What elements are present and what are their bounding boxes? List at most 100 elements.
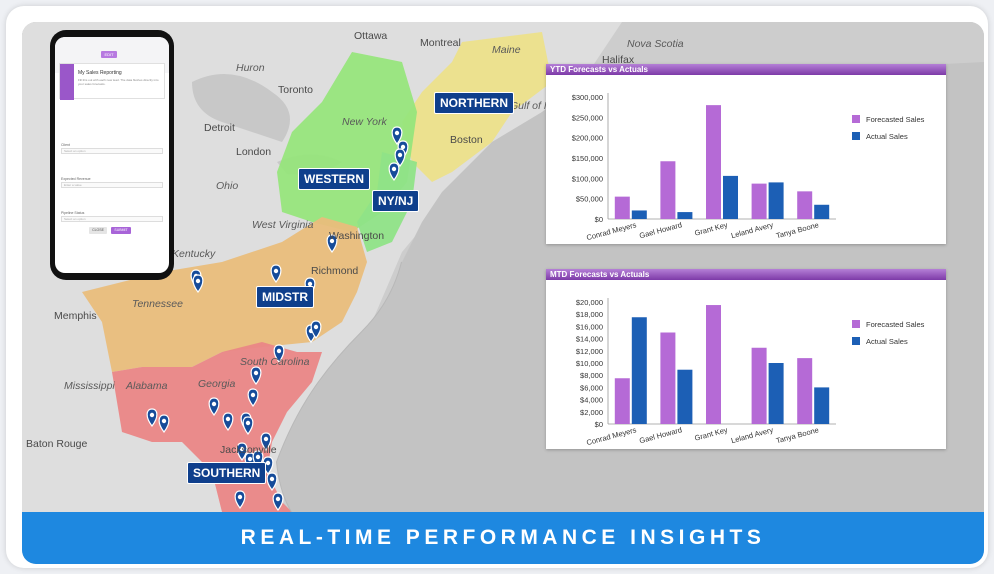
- map-pin-icon[interactable]: [222, 412, 234, 431]
- place-label: Baton Rouge: [26, 438, 88, 450]
- client-field: Client Select an option: [61, 143, 163, 154]
- bar-actual[interactable]: [768, 182, 784, 219]
- map-pin-icon[interactable]: [391, 126, 403, 145]
- x-tick-label: Grant Key: [694, 220, 729, 237]
- map-pin-icon[interactable]: [242, 416, 254, 435]
- pin-dot: [265, 460, 271, 466]
- place-label: Detroit: [204, 122, 235, 134]
- map-pin-icon[interactable]: [208, 397, 220, 416]
- pin-dot: [255, 454, 261, 460]
- pin-dot: [313, 324, 319, 330]
- place-label: Kentucky: [172, 248, 216, 260]
- legend-swatch: [852, 320, 860, 328]
- bar-actual[interactable]: [677, 369, 693, 424]
- form-card: My Sales Reporting Fill this out with ea…: [59, 63, 165, 100]
- map-pin-icon[interactable]: [310, 320, 322, 339]
- bar-actual[interactable]: [631, 210, 647, 219]
- pin-dot: [161, 418, 167, 424]
- y-tick-label: $4,000: [580, 396, 603, 405]
- ytd-bar-chart[interactable]: $0 $50,000 $100,000 $150,000 $200,000 $250,00…: [546, 75, 946, 244]
- field-label: Client: [61, 143, 70, 147]
- map-pin-icon[interactable]: [394, 148, 406, 167]
- bar-forecasted[interactable]: [706, 105, 721, 219]
- map-pin-icon[interactable]: [270, 264, 282, 283]
- y-tick-label: $12,000: [576, 347, 603, 356]
- bar-forecasted[interactable]: [614, 196, 630, 219]
- map-pin-icon[interactable]: [234, 490, 246, 509]
- x-tick-label: Conrad Meyers: [585, 425, 637, 447]
- place-label: Maine: [492, 44, 521, 56]
- bar-forecasted[interactable]: [660, 161, 676, 219]
- bar-forecasted[interactable]: [751, 347, 767, 424]
- place-label: West Virginia: [252, 219, 314, 231]
- legend-label: Actual Sales: [866, 337, 908, 346]
- client-select[interactable]: Select an option: [61, 148, 163, 154]
- bar-forecasted[interactable]: [797, 358, 813, 424]
- map-pin-icon[interactable]: [260, 432, 272, 451]
- bar-forecasted[interactable]: [751, 183, 767, 219]
- map-pin-icon[interactable]: [247, 388, 259, 407]
- region-label-western[interactable]: WESTERN: [298, 168, 370, 190]
- place-label: Georgia: [198, 378, 236, 390]
- place-label: Boston: [450, 134, 483, 146]
- y-tick-label: $14,000: [576, 335, 603, 344]
- bar-forecasted[interactable]: [706, 305, 721, 424]
- mtd-bar-chart[interactable]: $0 $2,000 $4,000 $6,000 $8,000 $10,000 $12,000…: [546, 280, 946, 449]
- pin-dot: [237, 494, 243, 500]
- place-label: Halifax: [602, 54, 635, 66]
- map-pin-icon[interactable]: [146, 408, 158, 427]
- x-tick-label: Grant Key: [694, 425, 729, 442]
- pin-dot: [253, 370, 259, 376]
- pin-dot: [400, 144, 406, 150]
- pipeline-status-select[interactable]: Select an option: [61, 216, 163, 222]
- bar-forecasted[interactable]: [614, 378, 630, 424]
- y-tick-label: $100,000: [572, 174, 603, 183]
- map-pin-icon[interactable]: [250, 366, 262, 385]
- pin-dot: [245, 420, 251, 426]
- region-label-southern[interactable]: SOUTHERN: [187, 462, 267, 484]
- expected-revenue-input[interactable]: Enter a value: [61, 182, 163, 188]
- screenshot-frame: Ottawa Montreal Halifax Nova Scotia Main…: [6, 6, 988, 568]
- place-label: Richmond: [311, 265, 359, 277]
- bar-actual[interactable]: [723, 175, 738, 219]
- chart-title: MTD Forecasts vs Actuals: [546, 269, 946, 280]
- map-pin-icon[interactable]: [272, 492, 284, 511]
- place-label: Mississippi: [64, 380, 115, 392]
- y-tick-label: $6,000: [580, 383, 603, 392]
- bar-actual[interactable]: [768, 363, 784, 424]
- map-pin-icon[interactable]: [192, 274, 204, 293]
- legend-label: Forecasted Sales: [866, 115, 925, 124]
- map-pin-icon[interactable]: [388, 162, 400, 181]
- pin-dot: [225, 416, 231, 422]
- edit-button[interactable]: EDIT: [101, 51, 117, 58]
- pin-dot: [307, 281, 313, 287]
- bar-actual[interactable]: [677, 212, 693, 219]
- map-pin-icon[interactable]: [236, 442, 248, 461]
- bar-forecasted[interactable]: [660, 332, 676, 425]
- close-button[interactable]: CLOSE: [89, 227, 107, 234]
- bar-actual[interactable]: [814, 387, 830, 424]
- bar-actual[interactable]: [631, 317, 647, 424]
- map-pin-icon[interactable]: [266, 472, 278, 491]
- y-tick-label: $300,000: [572, 93, 603, 102]
- map-pin-icon[interactable]: [273, 344, 285, 363]
- y-tick-label: $16,000: [576, 322, 603, 331]
- region-label-northern[interactable]: NORTHERN: [434, 92, 514, 114]
- x-tick-label: Tanya Boone: [775, 220, 820, 240]
- legend-label: Forecasted Sales: [866, 320, 925, 329]
- region-label-midstr[interactable]: MIDSTR: [256, 286, 314, 308]
- pin-dot: [269, 476, 275, 482]
- pin-dot: [329, 238, 335, 244]
- pin-dot: [250, 392, 256, 398]
- y-tick-label: $200,000: [572, 134, 603, 143]
- submit-button[interactable]: SUBMIT: [111, 227, 131, 234]
- map-pin-icon[interactable]: [326, 234, 338, 253]
- pin-dot: [263, 436, 269, 442]
- y-tick-label: $10,000: [576, 359, 603, 368]
- map-pin-icon[interactable]: [158, 414, 170, 433]
- place-label: Montreal: [420, 37, 461, 49]
- bar-forecasted[interactable]: [797, 191, 813, 219]
- region-label-nynj[interactable]: NY/NJ: [372, 190, 420, 212]
- x-tick-label: Tanya Boone: [775, 425, 820, 445]
- bar-actual[interactable]: [814, 204, 830, 219]
